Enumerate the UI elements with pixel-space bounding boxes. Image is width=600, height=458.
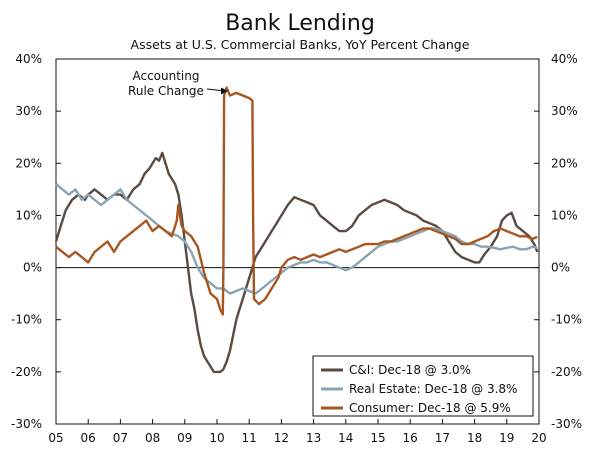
x-tick-label: 17 [435,431,450,445]
x-tick-label: 07 [113,431,128,445]
series-line-3 [55,86,538,316]
y-tick-label-left: -20% [11,365,42,379]
x-tick-label: 05 [48,431,63,445]
y-tick-label-right: 40% [551,52,578,66]
y-tick-label-right: -30% [551,417,582,431]
legend-label-3: Consumer: Dec-18 @ 5.9% [349,401,511,415]
series-line-1 [54,151,539,374]
annotation-arrowhead [221,87,228,95]
legend: C&I: Dec-18 @ 3.0% Real Estate: Dec-18 @ … [312,355,534,417]
y-tick-label-left: 30% [15,104,42,118]
x-tick-label: 13 [306,431,321,445]
series-line-2 [55,183,538,295]
y-tick-label-right: 20% [551,156,578,170]
x-tick-label: 14 [338,431,353,445]
y-tick-label-left: 40% [15,52,42,66]
x-tick-label: 12 [274,431,289,445]
x-tick-label: 11 [242,431,257,445]
y-tick-label-right: 30% [551,104,578,118]
annotation: Accounting Rule Change [128,69,228,98]
legend-box [312,355,534,417]
y-tick-label-right: -10% [551,313,582,327]
legend-label-1: C&I: Dec-18 @ 3.0% [349,363,471,377]
x-tick-label: 08 [145,431,160,445]
x-tick-label: 10 [209,431,224,445]
x-tick-label: 06 [81,431,96,445]
x-tick-label: 18 [467,431,482,445]
y-tick-label-left: 20% [15,156,42,170]
y-tick-label-left: 0% [23,261,42,275]
x-tick-label: 15 [370,431,385,445]
y-tick-label-left: 10% [15,208,42,222]
y-tick-label-right: 0% [551,261,570,275]
x-tick-label: 09 [177,431,192,445]
annotation-line2: Rule Change [128,84,204,98]
chart-subtitle: Assets at U.S. Commercial Banks, YoY Per… [131,37,470,52]
y-tick-label-left: -10% [11,313,42,327]
y-tick-label-left: -30% [11,417,42,431]
y-tick-label-right: 10% [551,208,578,222]
x-tick-label: 16 [403,431,418,445]
chart-title: Bank Lending [225,11,375,36]
y-tick-label-right: -20% [551,365,582,379]
legend-label-2: Real Estate: Dec-18 @ 3.8% [349,382,517,396]
x-tick-label: 19 [499,431,514,445]
annotation-line1: Accounting [132,69,199,83]
x-tick-label: 20 [531,431,546,445]
